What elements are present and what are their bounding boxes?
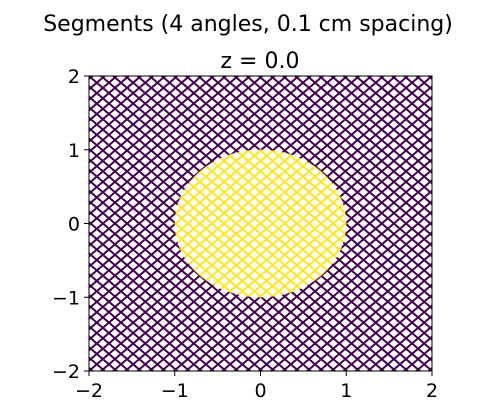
x-tick-label: −1 <box>161 380 189 402</box>
figure-suptitle: Segments (4 angles, 0.1 cm spacing) <box>43 12 453 37</box>
segment-135 <box>174 149 347 298</box>
segment-135 <box>174 149 347 298</box>
segment-135 <box>89 210 276 371</box>
segment-135 <box>232 76 432 248</box>
segment-135 <box>89 199 289 371</box>
segment-45 <box>3 0 486 7</box>
segment-135 <box>174 149 347 298</box>
segment-135 <box>174 149 347 298</box>
y-axis: −2 −1 0 1 2 <box>52 66 89 383</box>
x-tick-label: 0 <box>254 380 266 402</box>
y-tick-label: 1 <box>68 140 80 162</box>
segment-135 <box>89 220 264 371</box>
segment-135 <box>3 0 486 7</box>
x-tick-label: −2 <box>75 380 103 402</box>
x-tick-label: 2 <box>426 380 438 402</box>
segment-135 <box>174 149 347 298</box>
chart-title: z = 0.0 <box>221 49 300 74</box>
segment-135 <box>3 0 486 7</box>
x-axis: −2 −1 0 1 2 <box>75 371 438 402</box>
segment-135 <box>208 76 432 269</box>
segment-135 <box>174 149 347 298</box>
segment-135 <box>257 76 432 227</box>
segment-135 <box>174 149 347 298</box>
segment-135 <box>89 168 325 371</box>
segment-135 <box>196 76 432 279</box>
x-tick-label: 1 <box>340 380 352 402</box>
segment-135 <box>89 178 313 371</box>
segment-135 <box>174 149 347 298</box>
segment-135 <box>184 76 432 289</box>
segment-135 <box>174 149 347 298</box>
segment-135 <box>174 149 347 298</box>
segment-135 <box>89 189 301 371</box>
segment-135 <box>174 149 347 298</box>
y-tick-label: −1 <box>52 287 80 309</box>
segment-135 <box>174 149 347 298</box>
segment-45 <box>3 0 486 7</box>
y-tick-label: 2 <box>68 66 80 88</box>
segment-135 <box>245 76 432 237</box>
segment-135 <box>174 149 347 298</box>
plot-area <box>3 0 486 371</box>
y-tick-label: −2 <box>52 361 80 383</box>
y-tick-label: 0 <box>68 214 80 236</box>
segment-135 <box>174 149 347 298</box>
inside-segments <box>3 0 486 298</box>
segment-135 <box>220 76 432 258</box>
segment-135 <box>174 149 347 298</box>
segment-135 <box>89 158 337 371</box>
